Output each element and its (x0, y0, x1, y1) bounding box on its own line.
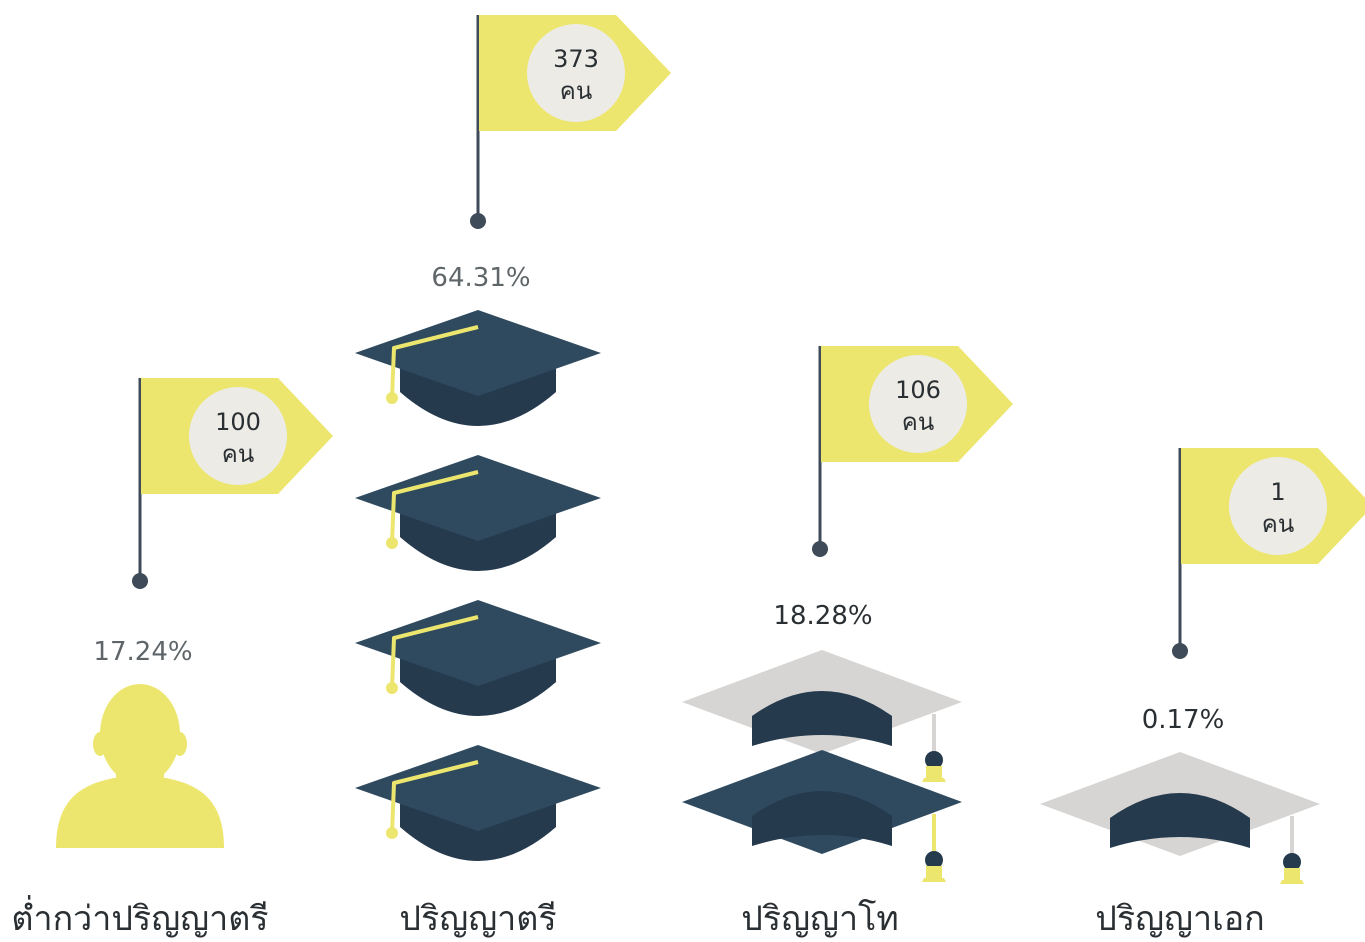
cap-board (355, 310, 601, 396)
category-group: 1 คน 0.17% ปริญญาเอก (1040, 448, 1365, 939)
graduation-cap-icon (1040, 752, 1320, 884)
cap-tassel-end (386, 392, 398, 404)
cap-board (355, 600, 601, 686)
category-label: ต่ำกว่าปริญญาตรี (11, 895, 268, 939)
graduation-cap-icon (682, 750, 962, 882)
person-icon (56, 684, 224, 848)
cap-tassel-cord (390, 615, 479, 689)
graduation-cap-icon (355, 745, 601, 861)
category-group: 106 คน 18.28% ปริญญาโท (682, 346, 1013, 939)
category-label: ปริญญาโท (741, 899, 899, 939)
percent-label: 0.17% (1142, 705, 1225, 735)
category-label: ปริญญาเอก (1095, 899, 1265, 939)
person-body (56, 778, 224, 848)
percent-label: 17.24% (93, 637, 192, 667)
count-unit: คน (902, 408, 934, 436)
flag-pole-knob (470, 213, 486, 229)
category-label: ปริญญาตรี (399, 899, 556, 939)
cap-board (355, 455, 601, 541)
cap-tassel-cord (390, 760, 479, 834)
count-badge (1229, 457, 1327, 555)
person-head (100, 684, 180, 784)
cap-tassel-cord (390, 325, 479, 399)
count-badge (189, 387, 287, 485)
graduation-cap-icon (355, 600, 601, 716)
percent-label: 18.28% (773, 601, 872, 631)
category-group: 373 คน 64.31% ปริญญาตรี (355, 15, 671, 939)
count-badge (869, 355, 967, 453)
graduation-cap-icon (682, 650, 962, 782)
cap-tassel-fringe (922, 878, 946, 882)
cap-crown (752, 791, 892, 846)
count-badge (527, 24, 625, 122)
count-unit: คน (222, 440, 254, 468)
person-ear (93, 732, 107, 756)
cap-tassel-fringe (1284, 868, 1300, 880)
cap-tassel-knot (925, 751, 943, 769)
person-ear (173, 732, 187, 756)
count-unit: คน (560, 77, 592, 105)
cap-tassel-fringe (926, 866, 942, 878)
cap-board (355, 745, 601, 831)
cap-tassel-knot (925, 851, 943, 869)
count-value: 373 (553, 45, 599, 73)
cap-tassel-cord (390, 470, 479, 544)
category-group: 100 คน 17.24% ต่ำกว่าปริญญาตรี (11, 378, 333, 939)
cap-tassel-fringe (1280, 880, 1304, 884)
count-value: 100 (215, 408, 261, 436)
count-value: 1 (1270, 478, 1285, 506)
cap-tassel-end (386, 682, 398, 694)
cap-tassel-end (386, 537, 398, 549)
count-value: 106 (895, 376, 941, 404)
cap-tassel-fringe (922, 778, 946, 782)
cap-tassel-end (386, 827, 398, 839)
cap-tassel-fringe (926, 766, 942, 778)
flag-pole-knob (812, 541, 828, 557)
cap-tassel-knot (1283, 853, 1301, 871)
graduation-cap-icon (355, 310, 601, 426)
cap-crown (1110, 793, 1250, 848)
graduation-cap-icon (355, 455, 601, 571)
percent-label: 64.31% (431, 263, 530, 293)
flag-pole-knob (1172, 643, 1188, 659)
cap-crown (752, 691, 892, 746)
flag-pole-knob (132, 573, 148, 589)
count-unit: คน (1262, 510, 1294, 538)
